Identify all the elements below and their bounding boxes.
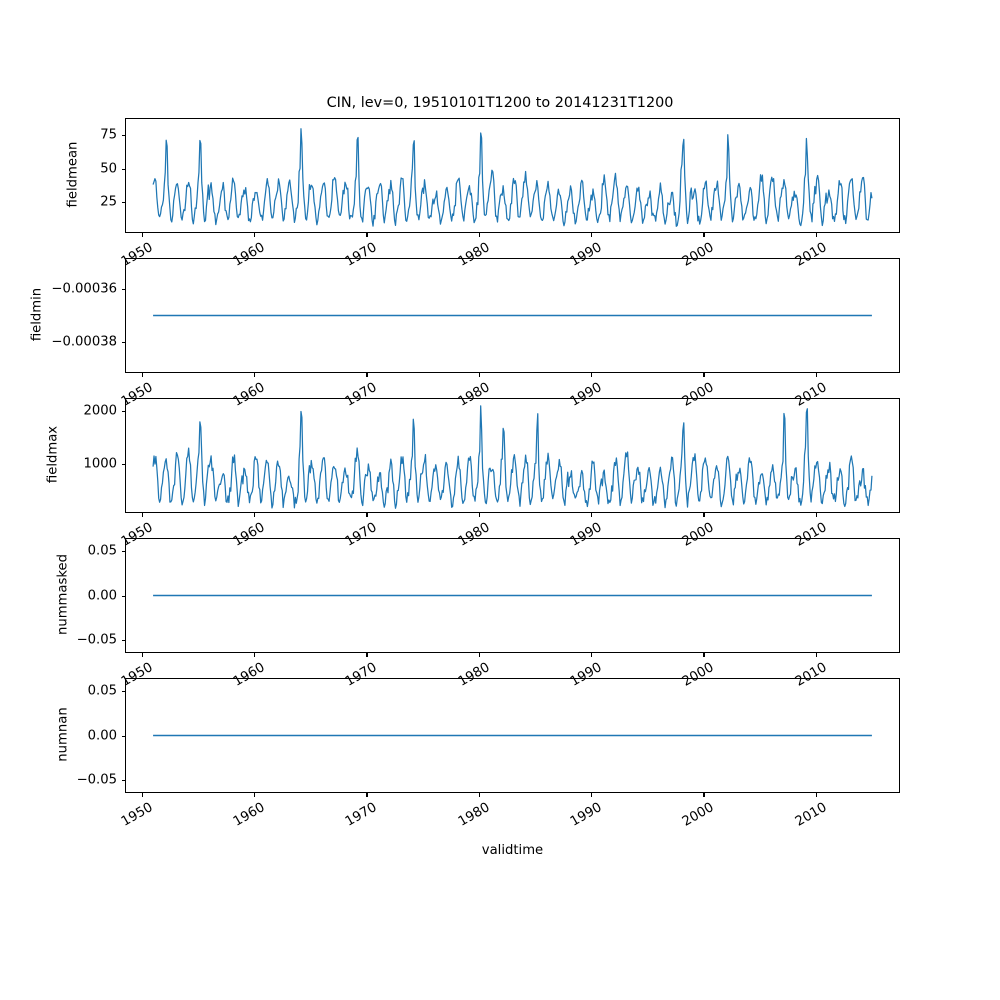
subplot-fieldmin: −0.00036 −0.00038 fieldmin 1950 1960 1970 1980… [30, 258, 900, 410]
x-tick-mark [366, 653, 368, 657]
y-tick-label: 1000 [83, 456, 117, 472]
x-tick-mark [478, 233, 480, 237]
axes-frame-fieldmean [125, 118, 900, 233]
x-tick-label: 1980 [455, 800, 493, 830]
series-nummasked [153, 594, 872, 597]
x-tick-mark [141, 793, 143, 797]
x-tick-mark [478, 653, 480, 657]
x-tick-label: 1970 [343, 800, 380, 830]
y-tick-mark [121, 168, 125, 170]
series-numnan [153, 734, 872, 737]
x-tick-mark [254, 793, 256, 797]
x-tick-mark [815, 653, 817, 657]
x-tick-mark [815, 373, 817, 377]
y-axis-label-numnan: numnan [55, 706, 71, 762]
x-tick-mark [703, 513, 705, 517]
axes-frame-fieldmax [125, 398, 900, 513]
y-tick-label: −0.05 [76, 632, 117, 648]
series-fieldmin [153, 314, 872, 317]
x-tick-mark [366, 233, 368, 237]
y-axis-label-fieldmin: fieldmin [29, 287, 45, 341]
y-tick-mark [121, 135, 125, 137]
y-tick-mark [121, 463, 125, 465]
x-tick-mark [703, 233, 705, 237]
x-tick-label: 1990 [568, 800, 605, 830]
y-tick-mark [121, 289, 125, 291]
x-tick-mark [591, 653, 593, 657]
y-tick-mark [121, 341, 125, 343]
y-axis-label-fieldmax: fieldmax [45, 425, 61, 483]
y-axis-label-nummasked: nummasked [55, 553, 71, 635]
y-tick-label: 2000 [83, 403, 117, 419]
y-tick-label: 0.00 [87, 728, 117, 743]
x-tick-mark [141, 373, 143, 377]
x-tick-mark [141, 233, 143, 237]
y-tick-label: −0.00036 [51, 281, 117, 297]
x-tick-mark [366, 793, 368, 797]
y-tick-mark [121, 411, 125, 413]
y-tick-label: 0.05 [87, 683, 117, 699]
x-tick-label: 1960 [231, 800, 268, 830]
y-tick-label: 75 [100, 127, 117, 143]
x-tick-mark [254, 653, 256, 657]
y-tick-mark [121, 202, 125, 204]
y-tick-label: 0.05 [87, 543, 117, 559]
x-tick-mark [703, 653, 705, 657]
x-tick-mark [815, 793, 817, 797]
x-tick-mark [141, 513, 143, 517]
y-tick-mark [121, 551, 125, 553]
subplot-fieldmean: 25 50 75 fieldmean 1950 1960 1970 1980 1990 2000 2… [66, 118, 900, 270]
x-tick-mark [254, 233, 256, 237]
axes-frame-nummasked [125, 538, 900, 653]
x-tick-mark [815, 513, 817, 517]
x-tick-mark [591, 513, 593, 517]
x-tick-mark [703, 373, 705, 377]
series-fieldmax [152, 405, 873, 509]
x-tick-mark [591, 233, 593, 237]
subplot-nummasked: 0.05 0.00 −0.05 nummasked 1950 1960 1970 1980 19… [56, 538, 900, 690]
subplot-fieldmax: 1000 2000 fieldmax 1950 1960 1970 1980 1990 2000… [46, 398, 900, 550]
y-tick-label: 50 [100, 161, 117, 177]
y-tick-mark [121, 595, 125, 597]
x-tick-mark [141, 653, 143, 657]
y-tick-label: −0.00038 [51, 334, 117, 350]
y-tick-mark [121, 779, 125, 781]
axes-frame-fieldmin [125, 258, 900, 373]
y-tick-mark [121, 639, 125, 641]
y-tick-mark [121, 691, 125, 693]
y-axis-label-fieldmean: fieldmean [65, 141, 81, 207]
x-tick-mark [703, 793, 705, 797]
y-tick-label: −0.05 [76, 772, 117, 788]
x-tick-label: 2010 [792, 800, 830, 830]
x-tick-mark [254, 513, 256, 517]
y-tick-mark [121, 735, 125, 737]
x-tick-mark [591, 793, 593, 797]
x-tick-label: 2000 [680, 800, 717, 830]
y-tick-label: 25 [100, 194, 117, 210]
x-tick-mark [366, 373, 368, 377]
subplot-numnan: 0.05 0.00 −0.05 numnan 1950 1960 1970 1980 1990 2… [56, 678, 900, 830]
x-tick-mark [478, 513, 480, 517]
x-tick-mark [478, 373, 480, 377]
x-tick-mark [815, 233, 817, 237]
x-axis-label: validtime [481, 843, 544, 858]
series-fieldmean [152, 128, 873, 227]
axes-frame-numnan [125, 678, 900, 793]
x-tick-mark [254, 373, 256, 377]
y-tick-label: 0.00 [87, 588, 117, 603]
x-tick-mark [366, 513, 368, 517]
x-tick-mark [591, 373, 593, 377]
page-title: CIN, lev=0, 19510101T1200 to 20141231T12… [326, 95, 674, 111]
x-tick-mark [478, 793, 480, 797]
